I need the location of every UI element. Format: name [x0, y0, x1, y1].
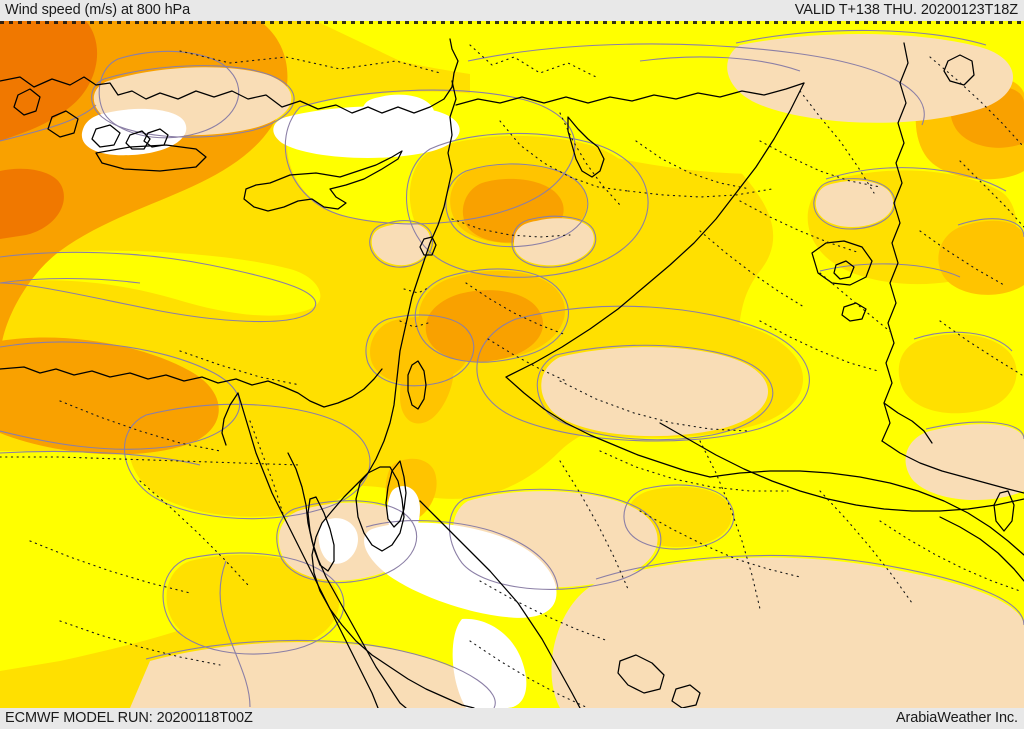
wind-speed-map	[0, 21, 1024, 708]
provider-label: ArabiaWeather Inc.	[895, 710, 1018, 726]
coastlines-and-borders	[0, 38, 1024, 708]
band-white-redsea-main	[364, 522, 557, 618]
border-jordan-iraq	[659, 422, 1024, 512]
border-syria-turkey	[455, 82, 805, 106]
coast-egypt-redsea	[287, 452, 407, 708]
windspeed-shading	[0, 21, 1024, 708]
band-white-med-west	[81, 108, 187, 156]
band-deep-orange-sw-med	[0, 337, 219, 455]
header-bar: Wind speed (m/s) at 800 hPa VALID T+138 …	[0, 0, 1024, 21]
coast-bahrain	[811, 240, 873, 286]
band-peach-saudi-sw	[130, 642, 494, 708]
band-gold-nile-south	[166, 554, 340, 653]
band-white-levant-nw	[361, 94, 436, 140]
coast-gulf-suez	[307, 496, 335, 572]
band-orange-deadsea	[400, 349, 454, 424]
band-peach-saudi-south	[551, 557, 1024, 708]
coast-gulf-south	[939, 516, 1024, 582]
band-peach-syria-desert	[541, 347, 769, 437]
river-nile	[237, 392, 379, 708]
internal-boundaries	[0, 44, 1024, 708]
coast-aegean-island-2	[47, 110, 79, 138]
contour-lines	[0, 29, 1024, 708]
valid-time-label: VALID T+138 THU. 20200123T18Z	[794, 2, 1018, 18]
coast-levant	[311, 80, 475, 708]
band-white-suez-gulf	[318, 518, 358, 564]
lake-urmia	[943, 54, 975, 86]
coast-cyprus	[243, 150, 403, 212]
coast-gulf-aqaba	[385, 460, 407, 528]
band-white-group	[81, 94, 557, 708]
coast-saudi-redsea	[419, 500, 581, 708]
band-gold-bahrain-area	[898, 334, 1017, 414]
river-euphrates	[567, 116, 605, 178]
border-iraq-iran	[881, 42, 909, 442]
border-iraq-syria	[505, 82, 805, 378]
band-max-orange-w	[0, 168, 64, 239]
map-canvas	[0, 21, 1024, 708]
coast-crete	[95, 144, 207, 172]
band-yellow-med-tongue	[0, 250, 321, 316]
border-jordan-saudi	[505, 376, 711, 478]
band-white-sinai-tip	[380, 540, 409, 576]
coast-kuwait	[883, 402, 933, 444]
lake-tiberias	[419, 236, 437, 256]
coast-rhodes	[143, 128, 169, 148]
band-peach-gulf	[905, 424, 1024, 501]
coast-aegean-island-1	[13, 88, 41, 116]
coast-saudi-redsea-islands	[617, 654, 665, 694]
coast-aegean-island-3	[91, 124, 121, 148]
model-run-label: ECMWF MODEL RUN: 20200118T00Z	[5, 710, 253, 726]
border-iraq-saudi	[709, 470, 1024, 556]
page-title: Wind speed (m/s) at 800 hPa	[5, 2, 191, 18]
island-bahrain-small	[833, 260, 855, 280]
coast-aegean-island-4	[125, 130, 151, 150]
band-deep-orange-jordan-core	[425, 290, 544, 362]
coast-turkey-south	[0, 38, 459, 114]
coast-sinai	[355, 466, 405, 552]
band-peach-iraq-n	[727, 33, 1013, 123]
footer-bar: ECMWF MODEL RUN: 20200118T00Z ArabiaWeat…	[0, 708, 1024, 729]
river-nile-delta	[221, 392, 239, 446]
lake-dead-sea	[407, 360, 427, 410]
coast-egypt-north	[0, 366, 383, 408]
coast-qatar	[993, 490, 1015, 532]
coast-persian-gulf	[881, 440, 1024, 494]
coast-saudi-redsea-islands-2	[671, 684, 701, 708]
